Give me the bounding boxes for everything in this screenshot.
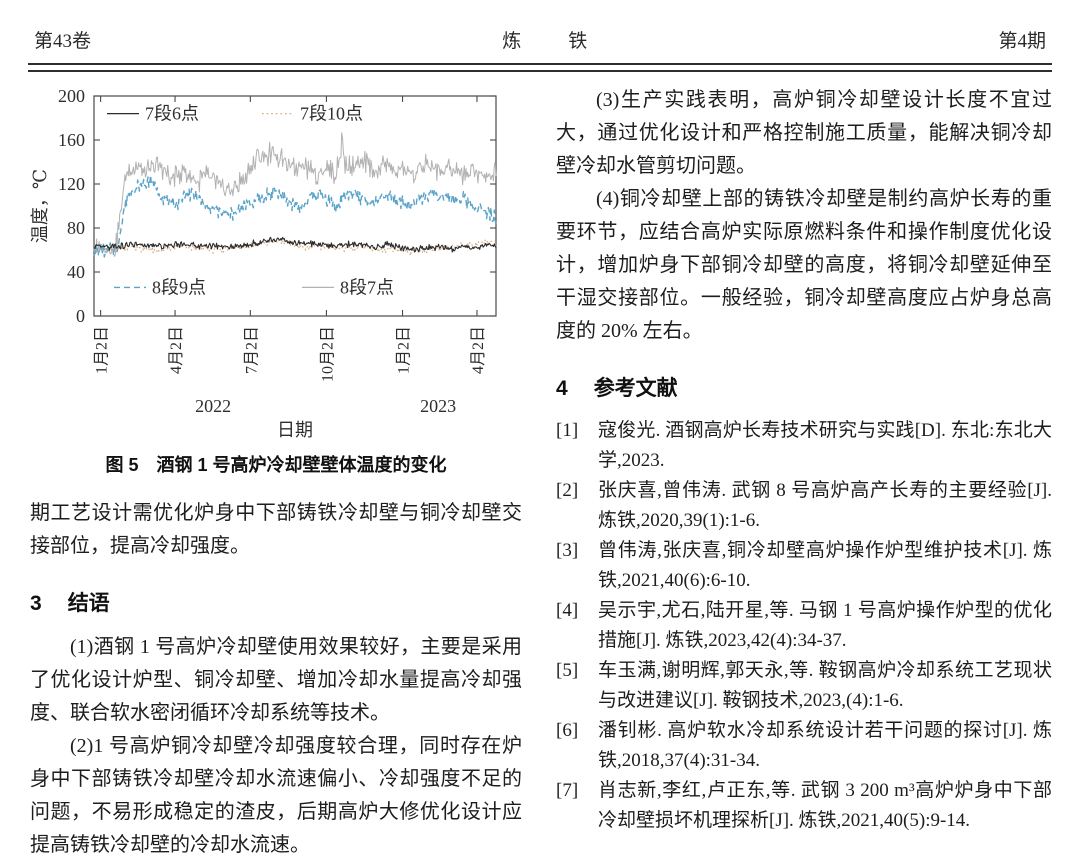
year-label: 2022: [195, 396, 231, 416]
legend-label-7段10点: 7段10点: [300, 104, 363, 124]
reference-item: [6] 潘钊彬. 高炉软水冷却系统设计若干问题的探讨[J]. 炼铁,2018,3…: [556, 716, 1052, 776]
reference-label: [1]: [556, 420, 579, 441]
plot-frame: [93, 95, 497, 317]
figure5-caption: 图 5 酒钢 1 号高炉冷却壁壁体温度的变化: [105, 455, 447, 475]
issue-label: 第4期: [998, 31, 1046, 52]
reference-text: 寇俊光. 酒钢高炉长寿技术研究与实践[D]. 东北:东北大学,2023.: [598, 420, 1052, 471]
section3-heading: 3 结语: [30, 587, 522, 617]
series-8段7点: [93, 132, 497, 257]
reference-label: [6]: [556, 720, 579, 741]
series-7段6点: [93, 236, 497, 253]
svg-text:200: 200: [58, 86, 85, 106]
reference-text: 张庆喜,曾伟涛. 武钢 8 号高炉高产长寿的主要经验[J]. 炼铁,2020,3…: [598, 480, 1052, 531]
series-8段9点: [93, 174, 497, 258]
svg-text:1月2日: 1月2日: [396, 326, 413, 374]
year-label: 2023: [420, 396, 456, 416]
svg-text:4月2日: 4月2日: [470, 326, 487, 374]
volume-label: 第43卷: [34, 31, 92, 52]
reference-text: 车玉满,谢明辉,郭天永,等. 鞍钢高炉冷却系统工艺现状与改进建议[J]. 鞍钢技…: [598, 660, 1052, 711]
reference-label: [5]: [556, 660, 579, 681]
svg-text:40: 40: [67, 262, 85, 282]
section4-heading: 4 参考文献: [556, 372, 1052, 402]
reference-label: [4]: [556, 600, 579, 621]
section4-number: 4: [556, 377, 568, 400]
conclusion-paragraph-4: (4)铜冷却壁上部的铸铁冷却壁是制约高炉长寿的重要环节，应结合高炉实际原燃料条件…: [556, 188, 1052, 342]
conclusion-paragraph-3: (3)生产实践表明，高炉铜冷却壁设计长度不宜过大，通过优化设计和严格控制施工质量…: [556, 89, 1052, 177]
svg-text:0: 0: [76, 306, 85, 326]
reference-list: [1] 寇俊光. 酒钢高炉长寿技术研究与实践[D]. 东北:东北大学,2023.…: [556, 416, 1052, 836]
page-header: 第43卷 炼 铁 第4期: [34, 26, 1046, 53]
legend-label-8段7点: 8段7点: [340, 277, 394, 297]
legend-label-8段9点: 8段9点: [152, 277, 206, 297]
reference-item: [5] 车玉满,谢明辉,郭天永,等. 鞍钢高炉冷却系统工艺现状与改进建议[J].…: [556, 656, 1052, 716]
reference-text: 曾伟涛,张庆喜,铜冷却壁高炉操作炉型维护技术[J]. 炼铁,2021,40(6)…: [598, 540, 1052, 591]
reference-text: 潘钊彬. 高炉软水冷却系统设计若干问题的探讨[J]. 炼铁,2018,37(4)…: [598, 720, 1052, 771]
reference-item: [1] 寇俊光. 酒钢高炉长寿技术研究与实践[D]. 东北:东北大学,2023.: [556, 416, 1052, 476]
conclusion-paragraph-2: (2)1 号高炉铜冷却壁冷却强度较合理，同时存在炉身中下部铸铁冷却壁冷却水流速偏…: [30, 735, 522, 856]
reference-item: [3] 曾伟涛,张庆喜,铜冷却壁高炉操作炉型维护技术[J]. 炼铁,2021,4…: [556, 536, 1052, 596]
continued-paragraph: 期工艺设计需优化炉身中下部铸铁冷却壁与铜冷却壁交接部位，提高冷却强度。: [30, 502, 522, 557]
reference-item: [4] 吴示宇,尤石,陆开星,等. 马钢 1 号高炉操作炉型的优化措施[J]. …: [556, 596, 1052, 656]
svg-text:7月2日: 7月2日: [243, 326, 260, 374]
legend-label-7段6点: 7段6点: [145, 104, 199, 124]
reference-label: [3]: [556, 540, 579, 561]
figure5-chart: 0 40 80 120 160 200 1月2日 4月2日 7月2日 10月2日 1月2日 4月2日 2…: [30, 86, 497, 440]
header-double-rule: [28, 63, 1052, 72]
section4-title: 参考文献: [593, 377, 678, 400]
reference-item: [2] 张庆喜,曾伟涛. 武钢 8 号高炉高产长寿的主要经验[J]. 炼铁,20…: [556, 476, 1052, 536]
svg-text:10月2日: 10月2日: [319, 326, 336, 382]
svg-text:4月2日: 4月2日: [168, 326, 185, 374]
x-axis-label: 日期: [277, 420, 313, 438]
journal-title: 炼 铁: [502, 31, 602, 52]
y-axis-label: 温度，℃: [30, 169, 50, 243]
svg-text:160: 160: [58, 130, 85, 150]
conclusion-paragraph-1: (1)酒钢 1 号高炉冷却壁使用效果较好，主要是采用了优化设计炉型、铜冷却壁、增…: [30, 636, 522, 724]
right-column: (3)生产实践表明，高炉铜冷却壁设计长度不宜过大，通过优化设计和严格控制施工质量…: [556, 84, 1052, 836]
reference-text: 肖志新,李红,卢正东,等. 武钢 3 200 m³高炉炉身中下部冷却壁损坏机理探…: [598, 780, 1052, 831]
left-column: 0 40 80 120 160 200 1月2日 4月2日 7月2日 10月2日 1月2日 4月2日 2…: [30, 82, 522, 862]
reference-item: [7] 肖志新,李红,卢正东,等. 武钢 3 200 m³高炉炉身中下部冷却壁损…: [556, 776, 1052, 836]
svg-text:1月2日: 1月2日: [94, 326, 111, 374]
svg-text:120: 120: [58, 174, 85, 194]
section3-number: 3: [30, 592, 42, 615]
section3-title: 结语: [67, 592, 110, 615]
reference-label: [2]: [556, 480, 579, 501]
reference-label: [7]: [556, 780, 579, 801]
reference-text: 吴示宇,尤石,陆开星,等. 马钢 1 号高炉操作炉型的优化措施[J]. 炼铁,2…: [598, 600, 1052, 651]
svg-text:80: 80: [67, 218, 85, 238]
